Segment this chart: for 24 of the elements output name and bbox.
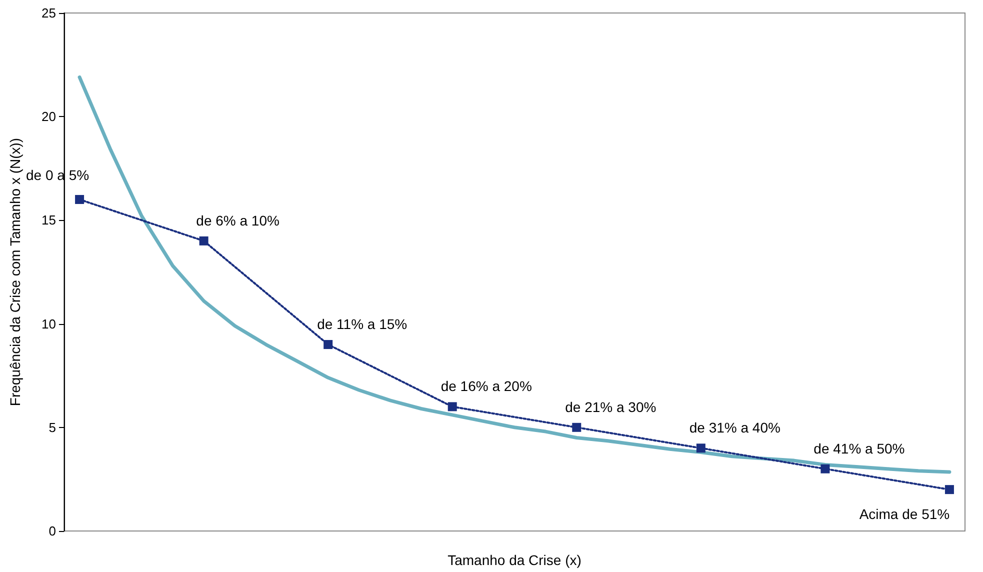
x-axis-title: Tamanho da Crise (x) [448, 552, 582, 568]
point [199, 236, 208, 246]
point [324, 340, 333, 350]
annotation: Acima de 51% [859, 506, 950, 522]
annotation: de 6% a 10% [196, 212, 280, 228]
y-axis-title: Frequência da Crise com Tamanho x (N(x)) [7, 138, 23, 406]
y-tick-label: 10 [42, 316, 56, 332]
y-tick-label: 25 [42, 6, 56, 20]
annotation: de 0 a 5% [26, 166, 90, 183]
annotation: de 21% a 30% [565, 398, 656, 415]
annotation: de 31% a 40% [689, 420, 780, 436]
point [696, 444, 706, 453]
point [75, 194, 84, 204]
y-tick-label: 0 [48, 524, 56, 538]
point [572, 422, 582, 432]
y-tick-label: 15 [42, 212, 56, 228]
point [944, 485, 954, 494]
y-tick-label: 20 [42, 109, 56, 124]
point [820, 464, 830, 474]
point [448, 402, 457, 412]
annotation: de 11% a 15% [317, 316, 408, 332]
y-tick-label: 5 [48, 420, 56, 435]
annotation: de 16% a 20% [440, 378, 532, 394]
annotation: de 41% a 50% [814, 440, 905, 456]
